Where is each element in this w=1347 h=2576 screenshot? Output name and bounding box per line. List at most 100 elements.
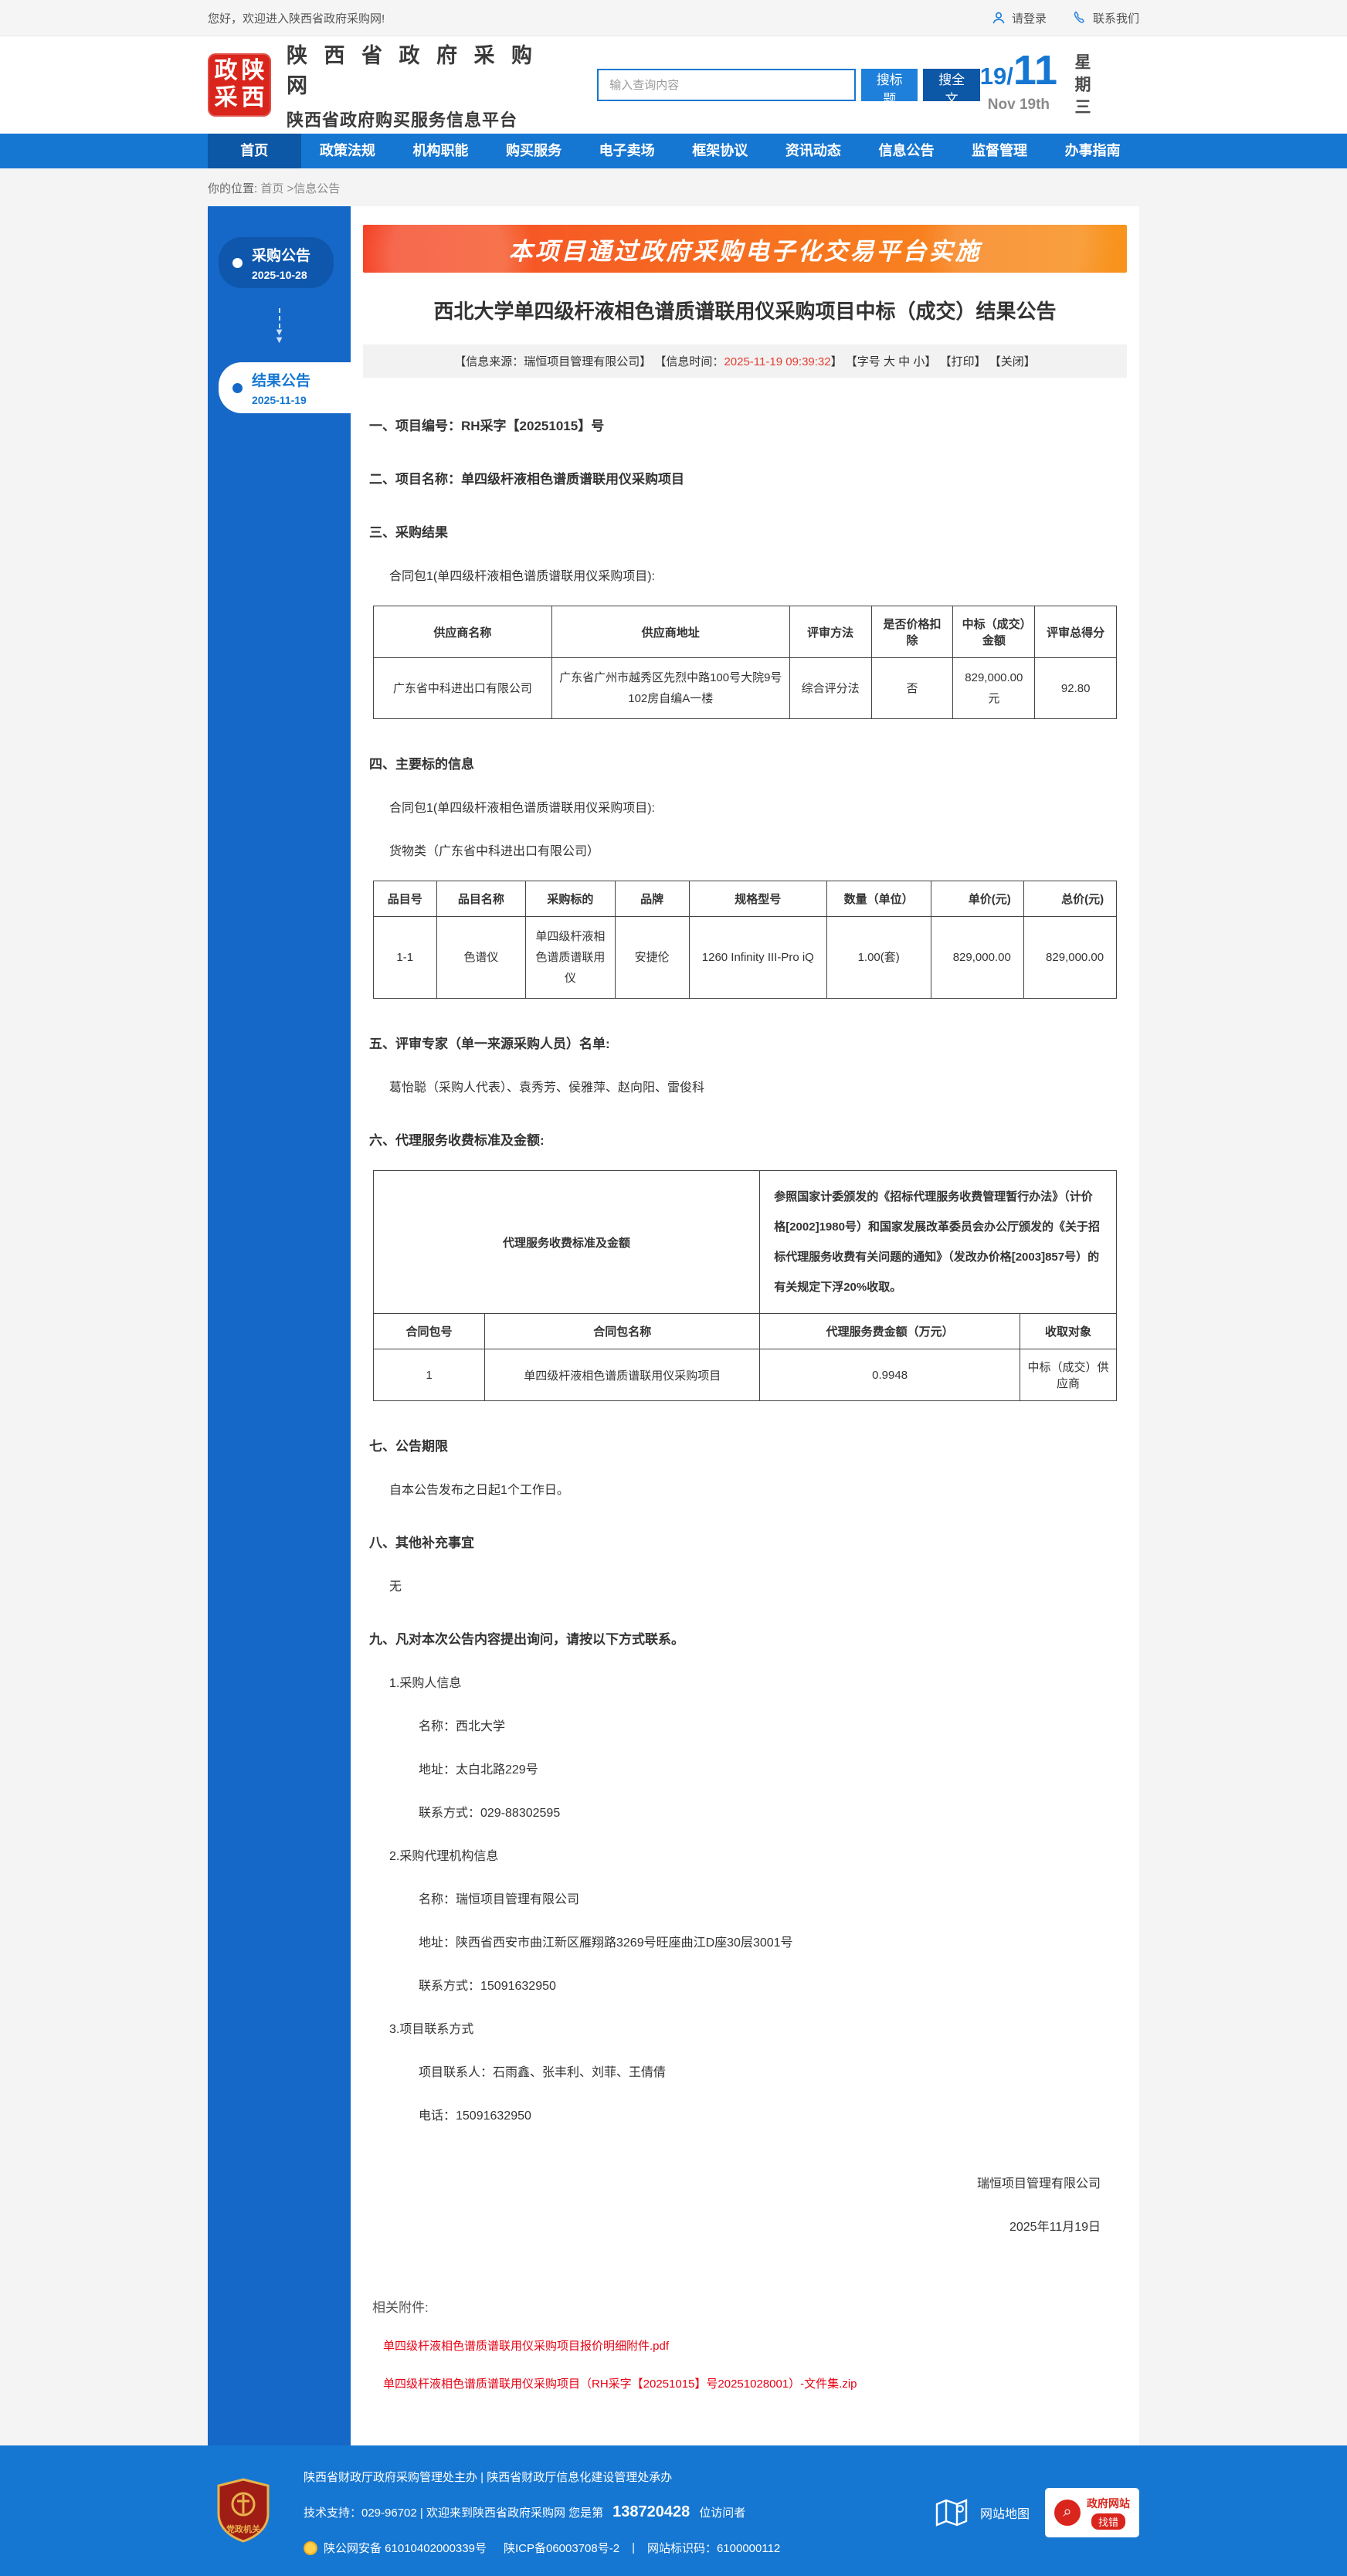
column-header: 合同包号 [372,1313,486,1349]
nav-item-guide[interactable]: 办事指南 [1064,143,1121,158]
eprocurement-banner: 本项目通过政府采购电子化交易平台实施 [363,225,1127,273]
sitemap-link[interactable]: 网站地图 [934,2496,1030,2529]
column-header: 中标（成交）金额 [952,606,1036,658]
sidebar-item-purchase-announcement[interactable]: 采购公告 2025-10-28 [219,237,334,288]
column-header: 供应商地址 [551,606,790,658]
user-icon [992,12,1005,24]
icp-record-number[interactable]: 陕ICP备06003708号-2 [503,2542,620,2555]
footer-organizer: 陕西省财政厅政府采购管理处主办 | 陕西省财政厅信息化建设管理处承办 [304,2471,673,2484]
search-box: 搜标题 搜全文 [597,69,980,107]
arrow-down-icon: ▼ ▼ [208,308,351,344]
agency-phone: 联系方式：15091632950 [419,1980,556,1993]
section-period-heading: 七、公告期限 [369,1439,448,1454]
column-header: 采购标的 [525,881,616,917]
column-header: 品目号 [372,881,437,917]
footer-visitors-suffix: 位访问者 [699,2506,746,2520]
attachment-link-zip[interactable]: 单四级杆液相色谱质谱联用仪采购项目（RH采字【20251015】号2025102… [383,2377,857,2391]
package-line: 合同包1(单四级杆液相色谱质谱联用仪采购项目): [389,570,656,583]
sidebar-item-label: 采购公告 [252,248,311,264]
public-security-badge-icon [304,2540,317,2555]
meta-time-suffix: 】 [830,355,843,368]
project-contacts: 项目联系人：石雨鑫、张丰利、刘菲、王倩倩 [419,2066,667,2079]
fontsize-small-button[interactable]: 小 [913,355,925,368]
items-table: 品目号 品目名称 采购标的 品牌 规格型号 数量（单位） 单价(元) 总价(元)… [372,881,1118,999]
package-no: 1 [372,1349,486,1401]
nav-item-announcements[interactable]: 信息公告 [878,143,935,158]
column-header: 代理服务费金额（万元） [759,1313,1020,1349]
site-logo[interactable]: 政 陕 采 西 [208,53,271,117]
nav-item-supervision[interactable]: 监督管理 [972,143,1028,158]
breadcrumb-current[interactable]: 信息公告 [293,182,341,195]
column-header: 供应商名称 [372,606,552,658]
model: 1260 Infinity III-Pro iQ [688,916,827,999]
column-header: 评审总得分 [1034,606,1118,658]
magnifier-icon: ⌕ [1054,2499,1081,2526]
table-row: 代理服务收费标准及金额 参照国家计委颁发的《招标代理服务收费管理暂行办法》（计价… [372,1170,1118,1314]
period-text: 自本公告发布之日起1个工作日。 [389,1484,569,1497]
table-row: 1-1 色谱仪 单四级杆液相色谱质谱联用仪 安捷伦 1260 Infinity … [372,916,1118,999]
meta-time-prefix: 【信息时间： [654,355,724,368]
section-other-heading: 八、其他补充事宜 [369,1536,474,1550]
fontsize-large-button[interactable]: 大 [883,355,895,368]
logo-char: 西 [241,85,265,110]
sidebar: 采购公告 2025-10-28 ▼ ▼ 结果公告 2025-11-19 [208,206,351,2445]
section-result-heading: 三、采购结果 [369,525,448,540]
column-header: 总价(元) [1023,881,1118,917]
nav-item-policies[interactable]: 政策法规 [319,143,375,158]
breadcrumb-home[interactable]: 首页 [260,182,284,195]
gov-site-error-report-badge[interactable]: ⌕ 政府网站 找错 [1045,2487,1139,2537]
buyer-name: 名称：西北大学 [419,1720,506,1733]
print-button[interactable]: 【打印】 [939,355,986,368]
section-project-number: 一、项目编号：RH采字【20251015】号 [369,419,605,433]
unit-price: 829,000.00 [930,916,1024,999]
section-items-heading: 四、主要标的信息 [369,757,474,772]
logo-char: 政 [214,58,238,83]
quantity: 1.00(套) [826,916,931,999]
badge-action: 找错 [1091,2513,1125,2530]
meta-bar: 【信息来源：瑞恒项目管理有限公司】 【信息时间：2025-11-19 09:39… [363,344,1127,378]
search-title-button[interactable]: 搜标题 [860,69,918,107]
nav-item-purchase-services[interactable]: 购买服务 [506,143,562,158]
date-widget: 19/11 Nov 19th 星期三 [979,49,1139,120]
police-record-number[interactable]: 陕公网安备 61010402000339号 [324,2542,487,2555]
logo-char: 陕 [241,58,265,83]
nav-item-functions[interactable]: 机构职能 [412,143,469,158]
close-button[interactable]: 【关闭】 [989,355,1036,368]
bullet-dot-icon [232,382,243,393]
nav-item-framework[interactable]: 框架协议 [692,143,748,158]
fee-amount: 0.9948 [759,1349,1020,1401]
date-sep: / [1006,62,1013,90]
brand-block: 陕 西 省 政 府 采 购 网 陕西省政府购买服务信息平台 [287,39,549,131]
item-no: 1-1 [372,916,437,999]
site-title: 陕 西 省 政 府 采 购 网 [287,44,538,97]
contact-link[interactable]: 联系我们 [1073,10,1139,26]
column-header: 规格型号 [688,881,827,917]
category-line: 货物类（广东省中科进出口有限公司） [389,845,600,858]
attachment-link-pdf[interactable]: 单四级杆液相色谱质谱联用仪采购项目报价明细附件.pdf [383,2340,670,2353]
signature-date: 2025年11月19日 [1009,2221,1101,2234]
fontsize-medium-button[interactable]: 中 [898,355,911,368]
date-day: 19 [979,62,1007,90]
column-header: 品目名称 [436,881,527,917]
login-label: 请登录 [1011,12,1047,25]
breadcrumb-prefix: 你的位置: [208,182,258,195]
search-fulltext-button[interactable]: 搜全文 [923,69,980,107]
search-input[interactable] [597,69,856,101]
login-link[interactable]: 请登录 [992,10,1047,26]
page-title: 西北大学单四级杆液相色谱质谱联用仪采购项目中标（成交）结果公告 [433,300,1057,323]
section-project-name: 二、项目名称：单四级杆液相色谱质谱联用仪采购项目 [369,472,684,487]
announcement-body: 一、项目编号：RH采字【20251015】号 二、项目名称：单四级杆液相色谱质谱… [361,378,1128,2391]
nav-item-emall[interactable]: 电子卖场 [599,143,655,158]
main-area: 采购公告 2025-10-28 ▼ ▼ 结果公告 2025-11-19 本项目通… [0,206,1347,2445]
nav-item-news[interactable]: 资讯动态 [785,143,841,158]
breadcrumb: 你的位置: 首页 >信息公告 [0,168,1347,206]
buyer-info-title: 1.采购人信息 [389,1677,462,1690]
column-header: 收取对象 [1019,1313,1118,1349]
nav-item-home[interactable]: 首页 [208,134,301,168]
main-nav: 首页 政策法规 机构职能 购买服务 电子卖场 框架协议 资讯动态 信息公告 监督… [0,134,1347,168]
sidebar-item-date: 2025-10-28 [252,269,307,281]
footer-support: 技术支持：029-96702 | 欢迎来到陕西省政府采购网 您是第 [304,2506,604,2520]
project-phone: 电话：15091632950 [419,2109,531,2123]
result-table: 供应商名称 供应商地址 评审方法 是否价格扣除 中标（成交）金额 评审总得分 广… [372,606,1118,719]
sidebar-item-result-announcement[interactable]: 结果公告 2025-11-19 [219,362,351,413]
